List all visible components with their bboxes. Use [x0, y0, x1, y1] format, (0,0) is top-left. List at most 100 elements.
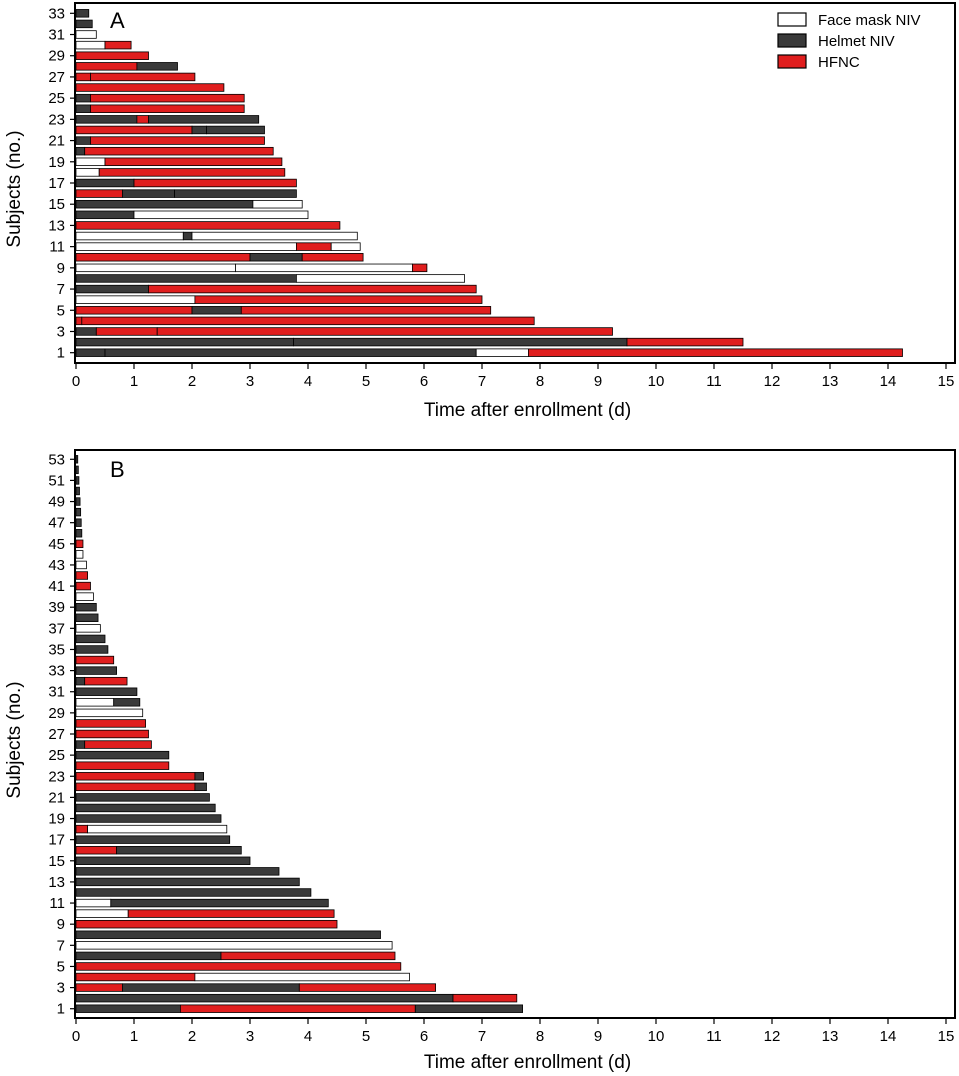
- bar-segment-30-2: [104, 40, 132, 50]
- bar-segment-36-1: [75, 634, 106, 644]
- subject-row-14: [75, 210, 309, 220]
- y-tick-label-11: 11: [49, 895, 65, 912]
- x-tick-label-11: 11: [706, 1028, 722, 1045]
- subject-row-3: [75, 327, 613, 336]
- bar-segment-14-1: [75, 210, 135, 220]
- legend: Face mask NIV Helmet NIV HFNC: [777, 12, 921, 71]
- subject-row-9: [75, 919, 338, 929]
- y-tick-label-5: 5: [57, 958, 65, 975]
- subject-row-49: [75, 497, 81, 506]
- bar-segment-6-2: [194, 295, 483, 304]
- subject-row-19: [75, 814, 222, 823]
- subject-row-41: [75, 581, 91, 591]
- bar-segment-5-3: [240, 306, 492, 315]
- subject-row-20: [75, 803, 216, 813]
- bar-segment-3-1: [75, 983, 123, 992]
- subject-row-6: [75, 295, 483, 304]
- subject-row-12: [75, 888, 312, 897]
- subject-row-23: [75, 115, 260, 124]
- bar-segment-3-2: [95, 327, 158, 336]
- subject-row-16: [75, 189, 297, 198]
- subject-row-25: [75, 750, 170, 760]
- bar-segment-3-1: [75, 327, 97, 336]
- legend-swatch-3: [777, 54, 807, 69]
- y-tick-label-13: 13: [48, 874, 65, 891]
- x-tick-label-7: 7: [478, 1028, 486, 1045]
- bar-segment-21-1: [75, 793, 210, 802]
- subject-row-29: [75, 51, 149, 60]
- bar-segment-3-2: [122, 983, 300, 992]
- subject-row-20: [75, 146, 274, 156]
- bar-segment-14-1: [75, 867, 280, 876]
- subject-row-14: [75, 867, 280, 876]
- x-tick-label-8: 8: [536, 1028, 544, 1045]
- y-tick-label-31: 31: [48, 27, 65, 44]
- bar-segment-10-2: [127, 909, 335, 918]
- bar-segment-2-2: [293, 337, 628, 347]
- bar-segment-17-1: [75, 835, 231, 844]
- subject-row-18: [75, 824, 228, 834]
- bar-segment-46-1: [75, 529, 83, 538]
- bar-segment-33-1: [75, 666, 117, 675]
- x-tick-label-15: 15: [938, 373, 955, 390]
- subject-row-13: [75, 877, 300, 887]
- subject-row-2: [75, 993, 518, 1003]
- subject-row-33: [75, 666, 117, 675]
- x-axis-title: Time after enrollment (d): [424, 400, 631, 421]
- bar-segment-5-1: [75, 962, 402, 971]
- bar-segment-9-3: [411, 263, 428, 273]
- y-tick-label-3: 3: [57, 323, 65, 340]
- y-tick-label-53: 53: [48, 451, 65, 468]
- y-tick-label-41: 41: [48, 578, 65, 595]
- bar-segment-19-1: [75, 157, 106, 167]
- subject-row-32: [75, 19, 93, 29]
- bar-segment-8-2: [295, 274, 465, 283]
- subject-row-48: [75, 507, 82, 517]
- bar-segment-53-1: [75, 455, 79, 464]
- bar-segment-18-1: [75, 168, 100, 177]
- x-tick-label-0: 0: [72, 373, 80, 390]
- bar-segment-20-1: [75, 803, 216, 813]
- bar-segment-19-1: [75, 814, 222, 823]
- subject-row-50: [75, 486, 80, 496]
- bar-segment-18-1: [75, 824, 88, 834]
- x-tick-label-13: 13: [822, 1028, 839, 1045]
- bar-segment-21-1: [75, 136, 91, 145]
- y-tick-label-15: 15: [48, 853, 65, 870]
- bar-segment-1-1: [75, 348, 106, 357]
- bar-segment-17-1: [75, 178, 135, 188]
- bar-segment-32-2: [84, 676, 128, 686]
- subject-row-33: [75, 9, 90, 18]
- subject-row-4: [75, 316, 535, 326]
- bar-segment-22-2: [191, 125, 207, 135]
- bar-segment-15-1: [75, 199, 254, 209]
- bar-segment-10-1: [75, 253, 251, 262]
- y-tick-label-35: 35: [48, 641, 65, 658]
- subject-row-5: [75, 962, 402, 971]
- x-tick-label-5: 5: [362, 1028, 370, 1045]
- bar-segment-30-2: [113, 698, 141, 707]
- subject-row-18: [75, 168, 286, 177]
- subject-row-5: [75, 306, 492, 315]
- x-tick-label-4: 4: [304, 373, 312, 390]
- bar-segment-19-2: [104, 157, 283, 167]
- panel-b: 1357911131517192123252729313335373941434…: [4, 449, 956, 1073]
- x-tick-label-2: 2: [188, 373, 196, 390]
- subject-row-19: [75, 157, 283, 167]
- bar-segment-21-2: [90, 136, 265, 145]
- y-tick-label-23: 23: [48, 111, 65, 128]
- bar-segment-11-1: [75, 242, 297, 251]
- legend-swatch-1: [777, 12, 807, 27]
- bar-segment-1-3: [414, 1004, 523, 1013]
- bar-segment-30-1: [75, 40, 106, 50]
- bar-segment-15-2: [252, 199, 303, 209]
- bar-segment-20-1: [75, 146, 86, 156]
- legend-label-3: HFNC: [818, 54, 860, 71]
- y-tick-label-13: 13: [48, 217, 65, 234]
- bar-segment-30-1: [75, 698, 115, 707]
- bar-segment-12-1: [75, 888, 312, 897]
- subject-row-21: [75, 136, 265, 145]
- bar-segment-26-2: [84, 740, 152, 749]
